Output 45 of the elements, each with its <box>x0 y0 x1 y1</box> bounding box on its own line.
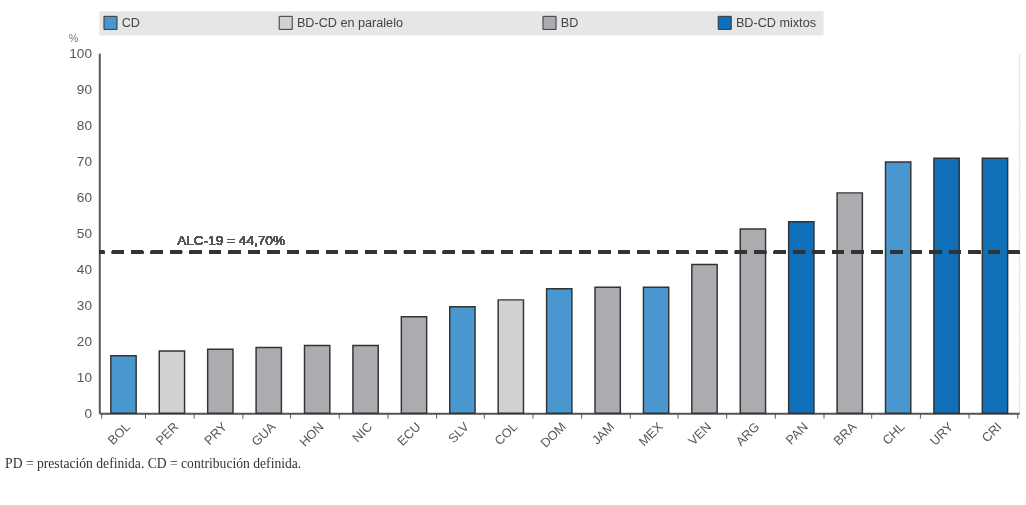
y-tick-label: 80 <box>76 117 93 133</box>
y-tick-label: 20 <box>76 333 93 349</box>
bar <box>158 350 186 415</box>
bar <box>933 157 960 415</box>
bar <box>642 286 670 415</box>
bar <box>497 299 525 415</box>
x-tick-label: NIC <box>349 419 376 446</box>
legend-label: CD <box>121 15 140 30</box>
y-tick-label: 10 <box>76 369 93 385</box>
y-tick-label: 60 <box>76 189 93 205</box>
y-tick-label: 90 <box>76 81 93 97</box>
bar <box>449 305 476 415</box>
y-tick-label: 30 <box>76 297 93 313</box>
x-tick-label: GUA <box>248 419 279 449</box>
x-tick-label: BOL <box>105 419 133 448</box>
y-tick-label: 70 <box>76 153 93 169</box>
text: PD = prestación definida. CD = contribución definida. <box>5 456 302 472</box>
x-tick-label: CRI <box>979 419 1005 446</box>
y-tick-label: 40 <box>76 261 93 277</box>
bar <box>787 220 815 415</box>
bar <box>836 192 864 415</box>
bar <box>545 287 573 415</box>
bar <box>594 286 622 415</box>
bar <box>691 263 718 415</box>
legend-label: BD <box>560 15 579 30</box>
x-tick-label: COL <box>492 419 521 448</box>
legend-label: BD-CD en paralelo <box>296 15 403 30</box>
legend-label: BD-CD mixtos <box>735 15 816 30</box>
bar <box>884 161 912 415</box>
y-tick-label: 50 <box>76 225 93 241</box>
bar <box>110 354 137 415</box>
y-tick-label: 0 <box>84 405 93 421</box>
bar <box>739 228 767 415</box>
bar <box>303 344 331 415</box>
y-tick-label: 100 <box>69 45 93 61</box>
y-axis-title: % <box>68 31 79 44</box>
x-tick-label: CHL <box>879 419 908 448</box>
bar <box>255 346 283 415</box>
x-tick-label: BRA <box>830 419 860 448</box>
bar <box>352 344 379 415</box>
x-tick-label: SLV <box>445 419 473 446</box>
ref-line-label: ALC-19 = 44,70% <box>177 232 285 248</box>
bar <box>206 348 234 415</box>
bar <box>981 157 1009 415</box>
bar <box>400 316 428 415</box>
